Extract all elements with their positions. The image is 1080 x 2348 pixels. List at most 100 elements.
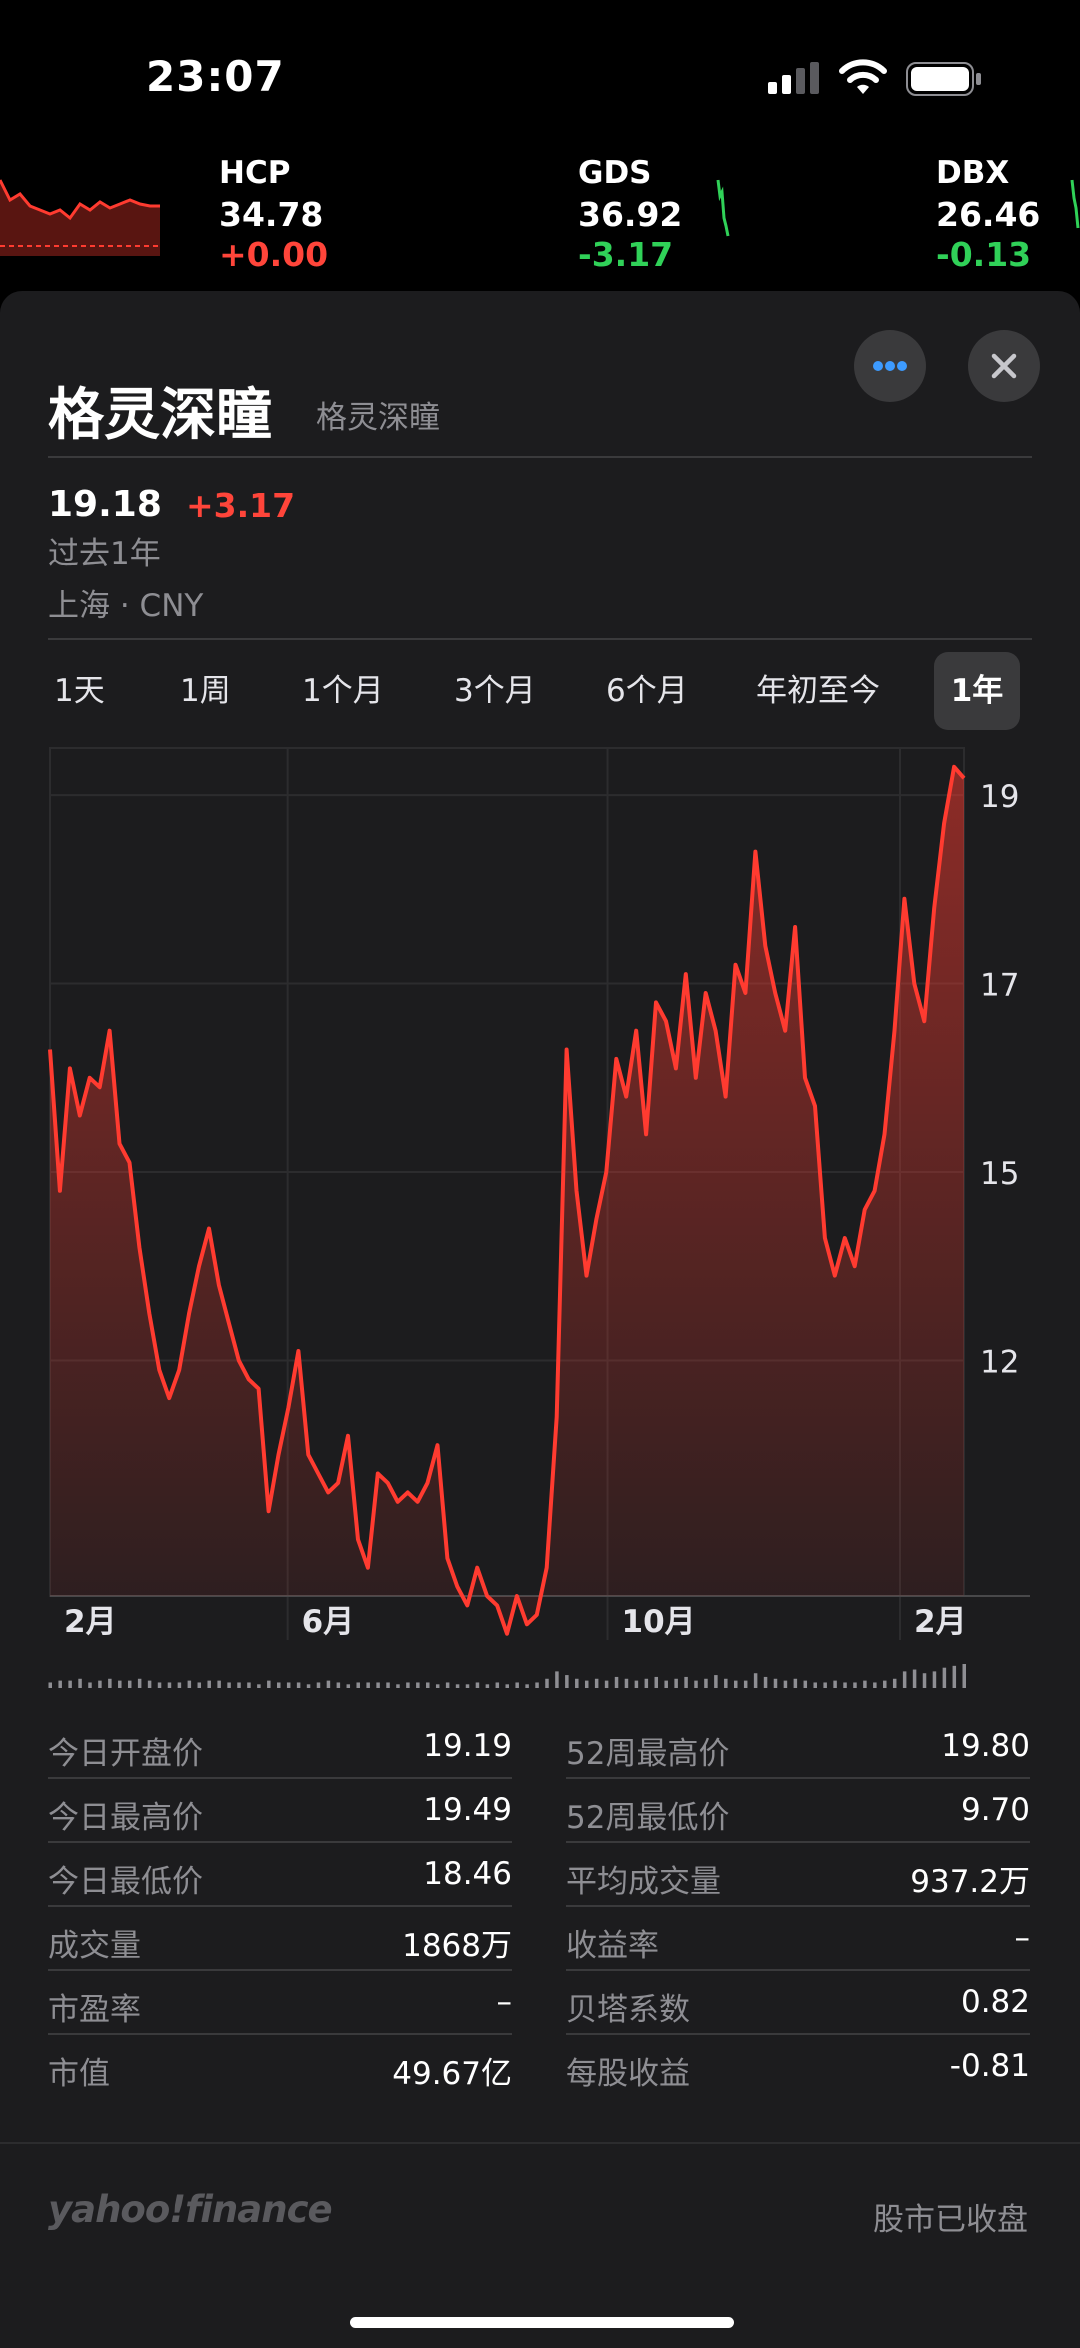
volume-bar: [624, 1678, 629, 1688]
stat-label: 52周最高价: [566, 1736, 730, 1772]
stat-label: 贝塔系数: [566, 1992, 690, 2028]
tab-6m[interactable]: 6个月: [606, 673, 688, 709]
x-tick-label: 10月: [622, 1604, 696, 1640]
volume-bar: [694, 1680, 698, 1688]
volume-bar: [515, 1682, 519, 1688]
volume-bar: [724, 1678, 728, 1688]
ticker-sparkline-dbx[interactable]: [1068, 178, 1080, 238]
volume-bar: [227, 1682, 231, 1688]
status-bar: 23:07: [0, 0, 1080, 150]
home-indicator[interactable]: [350, 2317, 734, 2328]
ticker-change: +0.00: [219, 235, 329, 274]
tab-1m[interactable]: 1个月: [302, 673, 384, 709]
volume-bar: [594, 1678, 599, 1688]
period-label: 过去1年: [48, 536, 161, 572]
tab-1w[interactable]: 1周: [180, 673, 231, 709]
stat-value: 0.82: [960, 1984, 1030, 2020]
range-tab-bar: 1天 1周 1个月 3个月 6个月 年初至今 1年: [0, 652, 1080, 732]
yahoo-finance-logo[interactable]: yahoo!finance: [48, 2188, 333, 2231]
ticker-change: -3.17: [578, 235, 674, 274]
volume-bar: [187, 1680, 192, 1688]
volume-bar: [803, 1680, 808, 1688]
volume-bar: [833, 1680, 837, 1688]
volume-bar: [743, 1680, 748, 1688]
volume-bar: [704, 1678, 708, 1688]
stat-row-pe: 市盈率 –: [48, 1972, 512, 2035]
volume-bar: [118, 1680, 122, 1688]
tab-1y[interactable]: 1年: [934, 652, 1020, 730]
divider: [566, 2033, 1030, 2035]
divider: [566, 1905, 1030, 1907]
ticker-symbol: DBX: [936, 155, 1010, 191]
stat-row-52w-low: 52周最低价 9.70: [566, 1780, 1030, 1843]
stat-row-52w-high: 52周最高价 19.80: [566, 1716, 1030, 1779]
volume-bar: [326, 1680, 331, 1688]
stat-label: 52周最低价: [566, 1800, 730, 1836]
volume-bar: [445, 1682, 450, 1688]
stat-row-yield: 收益率 –: [566, 1908, 1030, 1971]
ticker-price: 34.78: [219, 195, 324, 234]
volume-bar: [734, 1680, 738, 1688]
wifi-icon: [839, 59, 887, 94]
ticker-sparkline-hcp[interactable]: [0, 170, 162, 256]
y-tick-label: 12: [980, 1344, 1019, 1380]
stat-value: 19.49: [423, 1792, 512, 1828]
x-tick-label: 6月: [302, 1604, 355, 1640]
ticker-change: -0.13: [936, 235, 1032, 274]
ticker-item-gds[interactable]: GDS 36.92 -3.17: [578, 150, 682, 278]
volume-bar: [48, 1682, 52, 1688]
volume-bar: [654, 1676, 659, 1688]
volume-bar: [952, 1665, 957, 1688]
close-button[interactable]: [968, 330, 1040, 402]
stat-label: 每股收益: [566, 2056, 690, 2092]
volume-bar: [575, 1678, 579, 1688]
tab-1d[interactable]: 1天: [54, 673, 105, 709]
cellular-signal-icon: [768, 62, 819, 94]
volume-bar: [495, 1682, 500, 1688]
divider: [48, 1969, 512, 1971]
volume-bar: [932, 1671, 937, 1688]
volume-bar: [296, 1682, 301, 1688]
stat-value: 18.46: [423, 1856, 512, 1892]
volume-bar: [406, 1682, 410, 1688]
volume-bar: [416, 1682, 420, 1688]
volume-bar: [157, 1682, 162, 1688]
ticker-symbol: GDS: [578, 155, 652, 191]
stat-row-beta: 贝塔系数 0.82: [566, 1972, 1030, 2035]
volume-bar: [664, 1680, 668, 1688]
ticker-sparkline-gds[interactable]: [716, 178, 730, 238]
volume-bar: [386, 1682, 390, 1688]
battery-icon: [906, 62, 981, 96]
tab-3m[interactable]: 3个月: [454, 673, 536, 709]
volume-bar: [942, 1667, 947, 1688]
volume-bar: [793, 1678, 798, 1688]
volume-bar: [634, 1680, 639, 1688]
stat-value: 49.67亿: [392, 2056, 512, 2092]
stat-row-volume: 成交量 1868万: [48, 1908, 512, 1971]
stat-label: 今日最高价: [48, 1800, 203, 1836]
volume-bar: [286, 1682, 291, 1688]
volume-bar: [565, 1675, 569, 1688]
volume-bar: [88, 1682, 92, 1688]
volume-bar: [426, 1682, 430, 1688]
divider: [566, 1777, 1030, 1779]
volume-bar: [277, 1682, 281, 1688]
volume-bar: [962, 1664, 966, 1688]
ticker-symbol: HCP: [219, 155, 291, 191]
stock-subtitle: 格灵深瞳: [316, 400, 440, 436]
stat-row-avg-volume: 平均成交量 937.2万: [566, 1844, 1030, 1907]
more-options-button[interactable]: [854, 330, 926, 402]
volume-bar: [68, 1680, 72, 1688]
price-chart[interactable]: 19 17 15 12 2月 6月 10月 2月: [0, 744, 1080, 1700]
volume-bar: [823, 1682, 827, 1688]
volume-bar: [237, 1682, 241, 1688]
stat-label: 平均成交量: [566, 1864, 721, 1900]
stat-label: 市盈率: [48, 1992, 141, 2028]
stock-title: 格灵深瞳: [48, 383, 272, 448]
volume-bar: [177, 1682, 182, 1688]
volume-bar: [892, 1678, 897, 1688]
ticker-item-hcp[interactable]: HCP 34.78 +0.00: [219, 150, 328, 278]
tab-ytd[interactable]: 年初至今: [756, 673, 880, 709]
ticker-item-dbx[interactable]: DBX 26.46 -0.13: [936, 150, 1040, 278]
volume-bar: [316, 1682, 321, 1688]
